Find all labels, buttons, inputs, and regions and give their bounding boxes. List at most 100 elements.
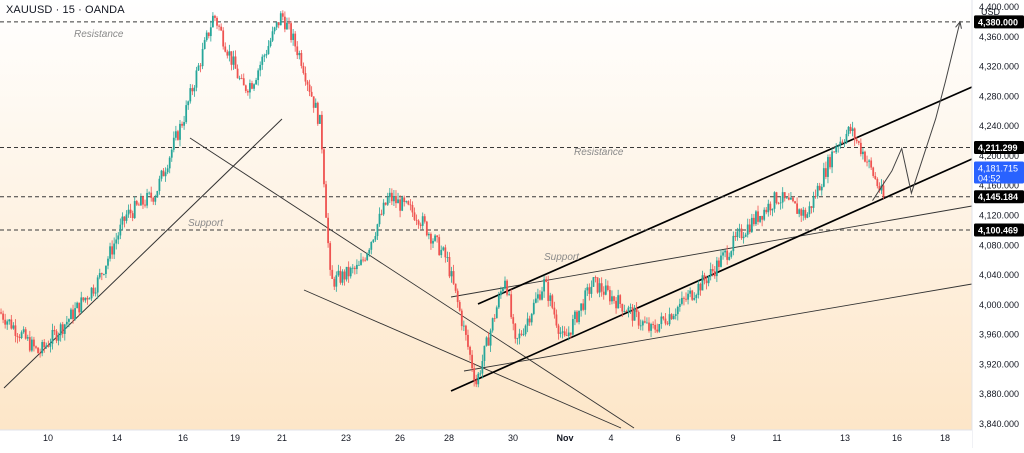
candle [868, 159, 870, 169]
trendline[interactable] [189, 137, 635, 429]
candle [676, 305, 679, 321]
annotation-label: Resistance [574, 147, 624, 158]
candle [372, 239, 375, 244]
price-tick-label: 3,960.000 [979, 330, 1019, 340]
candle [586, 283, 589, 297]
candle [10, 314, 13, 330]
candle [569, 332, 572, 339]
candle [102, 273, 105, 276]
candle [30, 336, 33, 353]
candle [203, 37, 206, 50]
candle [380, 209, 383, 216]
candle [386, 192, 389, 207]
candle [693, 292, 696, 301]
candle [51, 323, 54, 350]
candle [353, 265, 356, 275]
symbol-header[interactable]: XAUUSD · 15 · OANDA [6, 4, 125, 16]
candle [220, 23, 223, 32]
price-axis-ticks: 4,400.000 4,360.000 4,320.000 4,280.000 4,24… [979, 2, 1019, 429]
candle [594, 275, 597, 283]
level-price-tag: 4,145.184 [974, 190, 1024, 204]
candle [707, 275, 710, 287]
annotation-label: Resistance [74, 29, 124, 40]
svg-text:4,211.299: 4,211.299 [978, 143, 1018, 153]
candle [738, 223, 741, 239]
candle [310, 86, 313, 98]
candle [329, 241, 332, 276]
candle [584, 287, 587, 315]
candle [273, 26, 276, 35]
candle [495, 305, 498, 319]
time-axis-background [0, 430, 972, 448]
trendline[interactable] [450, 205, 973, 298]
projection-line[interactable] [872, 21, 961, 201]
trendline[interactable] [303, 289, 622, 429]
candle [853, 127, 856, 147]
candle [164, 167, 167, 182]
candle [582, 298, 585, 312]
trendline[interactable] [477, 86, 973, 305]
projection-arrowhead [955, 20, 962, 29]
candle [327, 213, 329, 248]
candle [736, 227, 739, 241]
horizontal-levels [0, 21, 972, 231]
candle [4, 313, 7, 329]
time-tick-label: 30 [508, 433, 518, 443]
candle [767, 199, 770, 217]
price-tick-label: 4,360.000 [979, 32, 1019, 42]
candle [859, 138, 862, 157]
price-tick-label: 4,200.000 [979, 151, 1019, 161]
candle [76, 301, 79, 309]
candle [232, 50, 235, 70]
candle [68, 318, 70, 328]
candle [308, 79, 311, 97]
time-tick-label: 21 [277, 433, 287, 443]
candle [45, 342, 48, 349]
candle [711, 264, 714, 277]
candle [691, 289, 694, 301]
candle [874, 172, 877, 180]
candle [318, 114, 321, 125]
candle [524, 324, 527, 337]
symbol-separator-2: · [74, 4, 86, 16]
candle [526, 312, 529, 333]
candle [746, 218, 749, 238]
candle [804, 207, 807, 220]
candle [794, 200, 796, 204]
candle [473, 363, 476, 387]
candle [271, 26, 274, 43]
candle [681, 291, 683, 306]
candle [172, 131, 175, 153]
candle [331, 265, 334, 280]
candle [411, 201, 414, 217]
candle [244, 84, 247, 94]
candle [160, 169, 163, 182]
candle [635, 302, 638, 318]
candle [253, 83, 255, 91]
candle [113, 237, 116, 260]
price-tick-label: 4,280.000 [979, 91, 1019, 101]
candle [835, 143, 838, 155]
candle [0, 308, 2, 315]
candle [777, 201, 780, 205]
candle [6, 319, 9, 330]
candle [633, 305, 636, 321]
candle [532, 299, 535, 316]
candle [24, 327, 27, 340]
candle [438, 234, 441, 256]
candle [617, 289, 620, 309]
trendline[interactable] [463, 283, 973, 372]
time-tick-label: 19 [230, 433, 240, 443]
candle [395, 190, 397, 209]
candle [833, 151, 836, 153]
annotation-label: Support [188, 218, 224, 229]
time-tick-label: 18 [940, 433, 950, 443]
candle [78, 302, 81, 316]
candle [432, 238, 434, 248]
candle [90, 287, 93, 302]
candle [740, 224, 743, 240]
candle [183, 115, 186, 130]
candle [613, 295, 615, 304]
